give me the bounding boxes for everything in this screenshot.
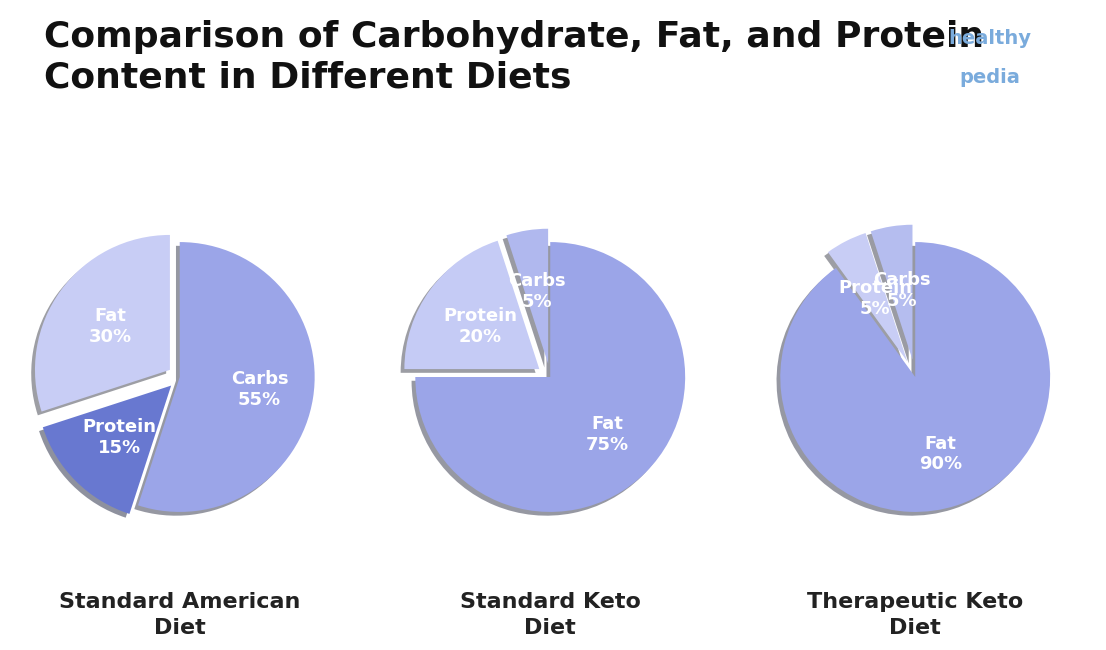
Wedge shape <box>828 233 907 361</box>
Text: Carbs
55%: Carbs 55% <box>231 370 289 409</box>
Wedge shape <box>405 240 540 369</box>
Wedge shape <box>138 242 314 512</box>
Text: Fat
75%: Fat 75% <box>586 415 629 454</box>
Text: Protein
20%: Protein 20% <box>444 307 518 346</box>
Text: Therapeutic Keto
Diet: Therapeutic Keto Diet <box>807 592 1023 638</box>
Text: pedia: pedia <box>959 68 1021 87</box>
Text: Standard American
Diet: Standard American Diet <box>59 592 301 638</box>
Text: Protein
15%: Protein 15% <box>82 419 156 457</box>
Wedge shape <box>870 225 912 359</box>
Text: Fat
90%: Fat 90% <box>919 435 962 473</box>
Wedge shape <box>507 229 549 363</box>
Text: Fat
30%: Fat 30% <box>88 307 132 346</box>
Text: Carbs
5%: Carbs 5% <box>508 272 565 311</box>
Text: Protein
5%: Protein 5% <box>838 280 912 318</box>
Wedge shape <box>43 385 171 514</box>
Text: Comparison of Carbohydrate, Fat, and Protein
Content in Different Diets: Comparison of Carbohydrate, Fat, and Pro… <box>44 20 984 94</box>
Text: Standard Keto
Diet: Standard Keto Diet <box>460 592 640 638</box>
Wedge shape <box>415 242 685 512</box>
Text: Carbs
5%: Carbs 5% <box>873 270 930 309</box>
Wedge shape <box>35 235 170 411</box>
Wedge shape <box>781 242 1050 512</box>
Text: healthy: healthy <box>948 29 1032 48</box>
